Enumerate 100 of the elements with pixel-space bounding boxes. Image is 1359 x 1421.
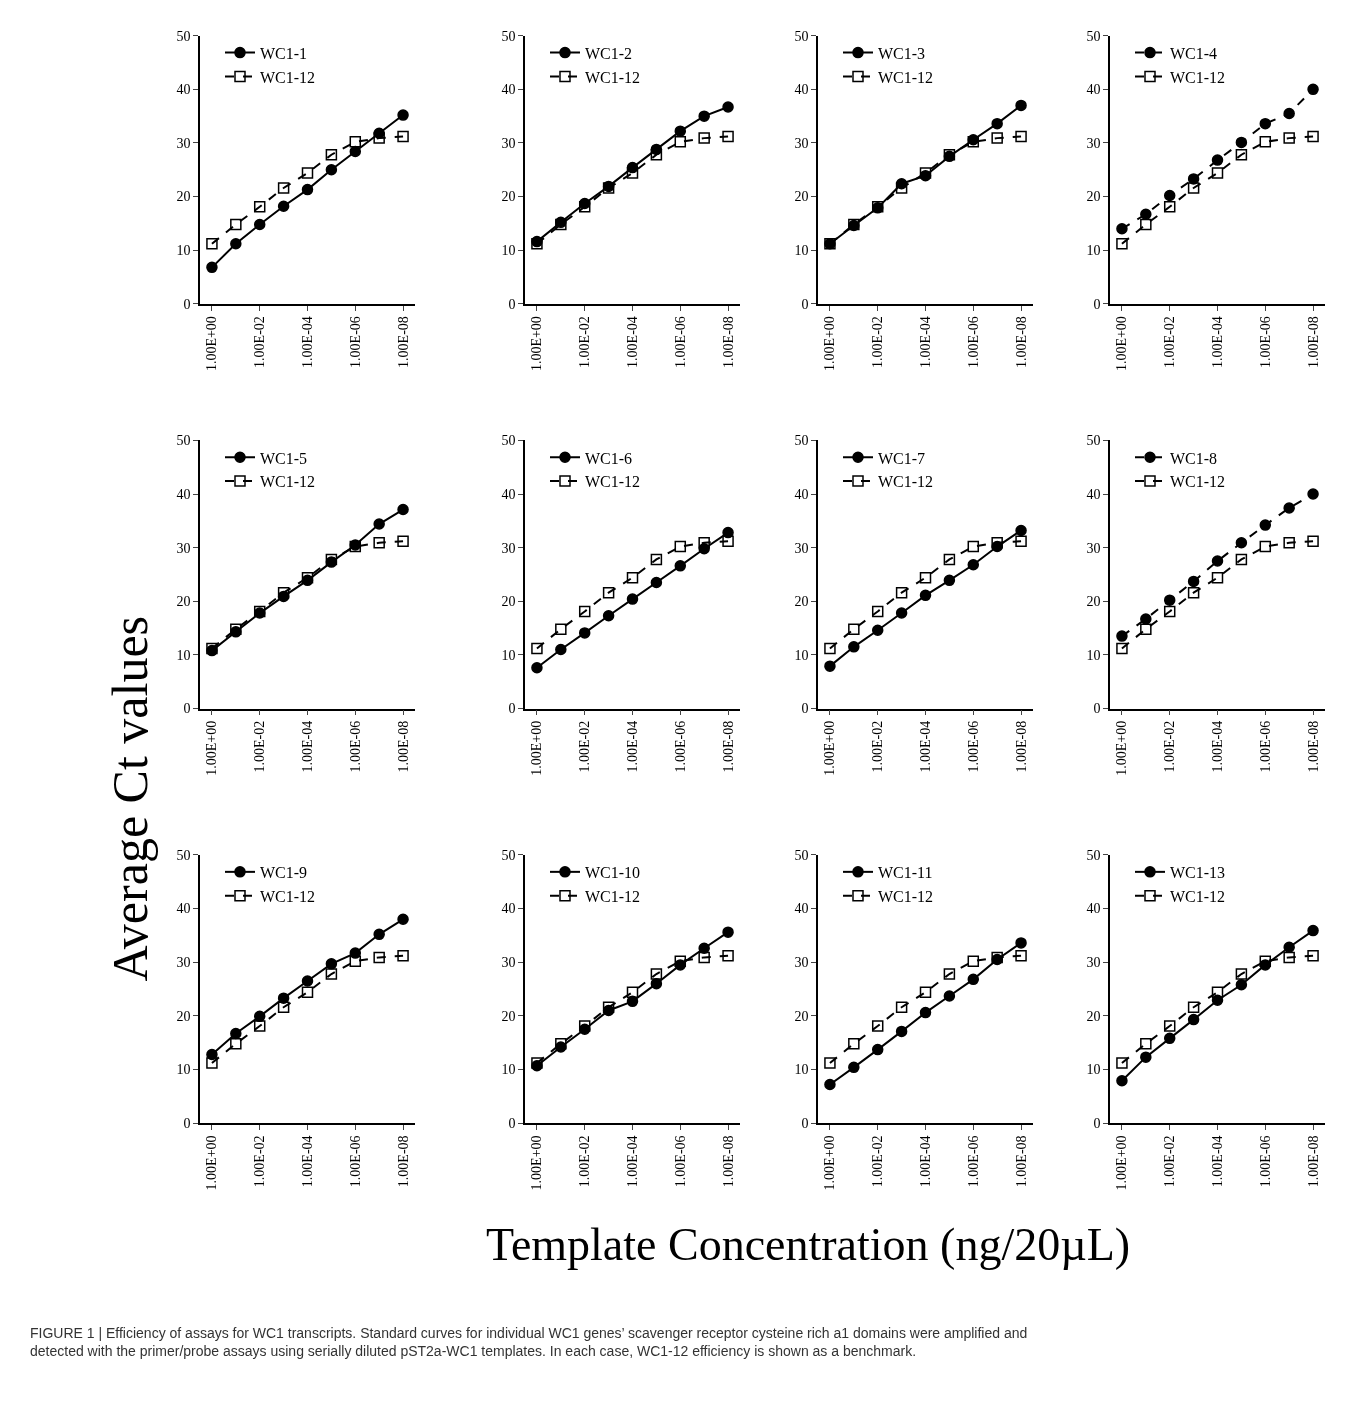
point	[722, 950, 734, 962]
point	[531, 642, 543, 655]
point	[626, 571, 639, 584]
point	[301, 975, 314, 987]
y-tick-label: 50	[1086, 433, 1101, 449]
point	[626, 167, 639, 179]
point	[1116, 238, 1128, 250]
point	[373, 951, 385, 964]
x-tick-label: 1.00E-04	[1210, 1135, 1226, 1188]
y-tick-label: 30	[794, 135, 809, 151]
x-tick-label: 1.00E+00	[529, 316, 545, 372]
point	[1235, 136, 1248, 149]
y-tick-label: 10	[794, 243, 809, 259]
point	[895, 607, 908, 619]
legend-label: WC1-4	[1170, 44, 1218, 62]
x-tick-label: 1.00E+00	[1114, 316, 1130, 372]
point	[397, 913, 409, 926]
point	[397, 130, 409, 143]
point	[1283, 941, 1295, 953]
point	[301, 167, 314, 179]
legend-label: WC1-12	[585, 473, 641, 491]
point	[1140, 623, 1152, 635]
legend-label: WC1-11	[878, 864, 933, 882]
legend-label: WC1-12	[260, 473, 316, 491]
point	[373, 132, 385, 144]
y-tick-label: 40	[501, 486, 516, 502]
point	[871, 624, 884, 636]
point	[578, 627, 591, 639]
point	[230, 1037, 242, 1050]
point	[991, 537, 1003, 549]
point	[1307, 488, 1319, 500]
legend-label: WC1-12	[878, 887, 934, 905]
y-tick-label: 50	[794, 847, 809, 863]
point	[824, 1057, 836, 1069]
x-tick-label: 1.00E+00	[529, 720, 545, 776]
y-tick-label: 50	[1086, 28, 1101, 44]
legend-label: WC1-12	[878, 68, 934, 86]
point	[1116, 1074, 1128, 1087]
legend-label: WC1-12	[260, 68, 316, 86]
x-tick-label: 1.00E-06	[1257, 316, 1273, 368]
point	[698, 132, 710, 144]
legend-label: WC1-12	[878, 473, 934, 491]
point	[991, 132, 1003, 144]
point	[1235, 968, 1248, 980]
legend-label: WC1-6	[585, 449, 633, 467]
point	[325, 164, 338, 176]
point	[1187, 575, 1200, 588]
x-tick-label: 1.00E-08	[1013, 720, 1029, 773]
point	[1116, 630, 1128, 642]
legend-label: WC1-8	[1170, 449, 1218, 467]
point	[943, 968, 956, 980]
x-tick-label: 1.00E-06	[672, 720, 688, 773]
point	[1163, 1020, 1176, 1032]
point	[1235, 978, 1248, 991]
y-tick-label: 0	[183, 296, 191, 312]
point	[325, 958, 338, 970]
point	[277, 586, 290, 599]
x-tick-label: 1.00E-08	[1305, 316, 1321, 368]
y-tick-label: 40	[176, 901, 191, 917]
point	[626, 593, 639, 605]
y-tick-label: 40	[1086, 486, 1101, 502]
point	[578, 605, 591, 618]
y-tick-label: 10	[176, 647, 191, 663]
x-tick-label: 1.00E-02	[870, 720, 886, 773]
point	[602, 609, 615, 622]
x-tick-label: 1.00E+00	[1114, 1135, 1130, 1191]
y-tick-label: 50	[176, 847, 191, 863]
point	[602, 1001, 615, 1013]
x-tick-label: 1.00E-08	[395, 1135, 411, 1188]
point	[531, 662, 543, 674]
point	[848, 623, 860, 635]
point	[206, 238, 218, 250]
x-axis-title: Template Concentration (ng/20µL)	[486, 1219, 1131, 1270]
y-tick-label: 40	[501, 901, 516, 917]
x-tick-label: 1.00E-02	[252, 1135, 268, 1188]
x-tick-label: 1.00E-04	[918, 1135, 934, 1188]
x-tick-label: 1.00E-08	[720, 1135, 736, 1188]
x-tick-label: 1.00E-06	[1257, 1135, 1273, 1188]
x-tick-label: 1.00E-02	[252, 316, 268, 368]
point	[373, 518, 385, 530]
point	[1116, 1057, 1128, 1069]
point	[1307, 130, 1319, 143]
y-tick-label: 20	[176, 594, 191, 610]
x-tick-label: 1.00E+00	[204, 316, 220, 372]
point	[1015, 535, 1027, 547]
y-tick-label: 20	[501, 594, 516, 610]
y-tick-label: 0	[801, 296, 809, 312]
point	[871, 605, 884, 618]
x-tick-label: 1.00E-08	[395, 720, 411, 773]
x-tick-label: 1.00E+00	[1114, 720, 1130, 776]
y-tick-label: 10	[176, 1062, 191, 1078]
x-tick-label: 1.00E-08	[1013, 316, 1029, 368]
point	[1015, 937, 1027, 949]
y-tick-label: 0	[508, 701, 516, 717]
y-tick-label: 40	[1086, 82, 1101, 98]
y-tick-label: 20	[1086, 1008, 1101, 1024]
point	[555, 643, 567, 656]
y-axis-title: Average Ct values	[102, 615, 159, 982]
x-tick-label: 1.00E-02	[252, 720, 268, 773]
x-tick-label: 1.00E-08	[1305, 720, 1321, 773]
